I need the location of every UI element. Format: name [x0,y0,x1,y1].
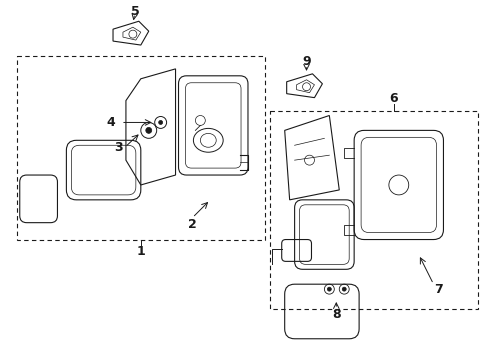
Ellipse shape [327,287,331,291]
Text: 3: 3 [115,141,123,154]
Text: 1: 1 [136,245,145,258]
Text: 7: 7 [434,283,443,296]
Text: 5: 5 [131,5,140,18]
Bar [270,111,478,309]
Text: 4: 4 [107,116,116,129]
Ellipse shape [159,121,163,125]
Ellipse shape [342,287,346,291]
Ellipse shape [146,127,152,133]
Text: 8: 8 [332,309,341,321]
Text: 6: 6 [390,92,398,105]
Bar [17,56,265,239]
Text: 9: 9 [302,55,311,68]
Text: 2: 2 [188,218,197,231]
